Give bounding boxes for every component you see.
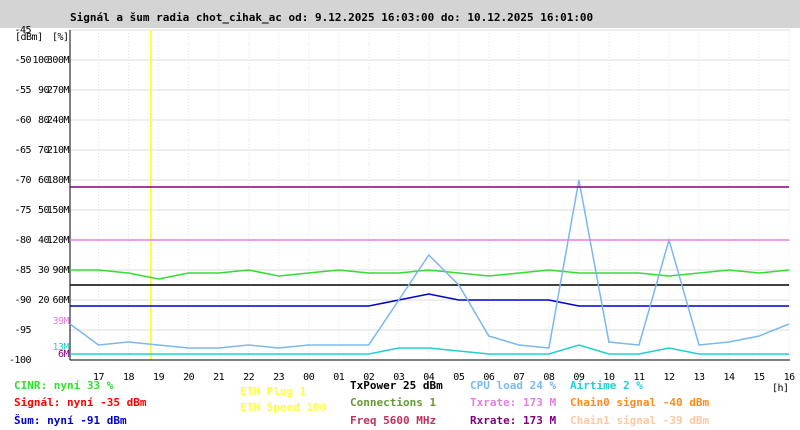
x-tick-label: 15: [754, 372, 766, 383]
x-tick-label: 13: [694, 372, 706, 383]
y-tick-label: -75: [14, 205, 31, 216]
legend-entry: Airtime 2 %: [570, 379, 643, 392]
x-tick-label: 14: [724, 372, 736, 383]
y3-tick-label: 300M: [47, 55, 70, 66]
legend-entry: Freq 5600 MHz: [350, 414, 436, 427]
x-tick-label: 20: [183, 372, 195, 383]
legend-entry: ETH Plug 1: [240, 385, 307, 398]
series-line: [69, 179, 790, 349]
x-tick-label: 11: [633, 372, 645, 383]
series-line: [70, 293, 790, 307]
legend-entry: CPU load 24 %: [470, 379, 556, 392]
y3-tick-label: 240M: [47, 115, 70, 126]
y-tick-label: -100: [9, 355, 32, 366]
y-tick-label: -70: [14, 175, 31, 186]
y2-tick-label: 50: [38, 205, 50, 216]
legend-entry: Connections 1: [350, 396, 436, 409]
x-tick-label: 19: [153, 372, 165, 383]
x-tick-label: 03: [393, 372, 405, 383]
y2-tick-label: 100: [32, 55, 49, 66]
x-unit: [h]: [772, 383, 789, 394]
y2-tick-label: 40: [38, 235, 50, 246]
x-tick-label: 21: [213, 372, 225, 383]
y-unit: [dBm]: [15, 32, 43, 43]
y3-tick-label: 150M: [47, 205, 70, 216]
y3-tick-label: 120M: [47, 235, 70, 246]
y-tick-label: -80: [14, 235, 31, 246]
x-tick-label: 01: [333, 372, 345, 383]
x-tick-label: 22: [243, 372, 255, 383]
axis-marker: 13M: [52, 342, 69, 353]
axis-marker: 6M: [58, 349, 70, 360]
y-tick-label: -95: [14, 325, 31, 336]
x-tick-label: 04: [423, 372, 435, 383]
y3-tick-label: 180M: [47, 175, 70, 186]
x-tick-label: 02: [363, 372, 375, 383]
legend-entry: Chain1 signal -39 dBm: [570, 414, 709, 427]
axis-marker: 39M: [52, 316, 69, 327]
x-tick-label: 07: [513, 372, 525, 383]
y-tick-label: -90: [14, 295, 31, 306]
legend-entry: CINR: nyní 33 %: [14, 379, 114, 392]
x-tick-label: 17: [93, 372, 105, 383]
y2-tick-label: 20: [38, 295, 50, 306]
x-tick-label: 10: [603, 372, 615, 383]
legend-entry: TxPower 25 dBm: [350, 379, 443, 392]
x-tick-label: 12: [663, 372, 675, 383]
y2-tick-label: 90: [38, 85, 50, 96]
x-tick-label: 00: [303, 372, 315, 383]
legend-entry: ETH Speed 100: [240, 401, 326, 414]
y2-unit: [%]: [52, 32, 69, 43]
legend-entry: Šum: nyní -91 dBm: [14, 414, 127, 427]
series-line: [70, 344, 790, 355]
y2-tick-label: 80: [38, 115, 50, 126]
series-line: [70, 269, 790, 280]
x-tick-label: 18: [123, 372, 135, 383]
x-tick-label: 16: [784, 372, 796, 383]
legend-entry: Txrate: 173 M: [470, 396, 556, 409]
y2-tick-label: 60: [38, 175, 50, 186]
legend-entry: Rxrate: 173 M: [470, 414, 556, 427]
y-tick-label: -65: [14, 145, 31, 156]
y-tick-label: -45: [14, 25, 31, 36]
header-band: [0, 0, 800, 28]
y-tick-label: -55: [14, 85, 31, 96]
y-tick-label: -85: [14, 265, 31, 276]
x-tick-label: 08: [543, 372, 555, 383]
y3-tick-label: 270M: [47, 85, 70, 96]
y2-tick-label: 70: [38, 145, 50, 156]
legend-entry: Chain0 signal -40 dBm: [570, 396, 709, 409]
chart-title: Signál a šum radia chot_cihak_ac od: 9.1…: [70, 11, 593, 24]
x-tick-label: 06: [483, 372, 495, 383]
y-tick-label: -50: [14, 55, 31, 66]
y2-tick-label: 30: [38, 265, 50, 276]
y3-tick-label: 60M: [52, 295, 69, 306]
legend-entry: Signál: nyní -35 dBm: [14, 396, 147, 409]
x-tick-label: 09: [573, 372, 585, 383]
y-tick-label: -60: [14, 115, 31, 126]
x-tick-label: 05: [453, 372, 465, 383]
y3-tick-label: 90M: [52, 265, 69, 276]
x-tick-label: 23: [273, 372, 285, 383]
y3-tick-label: 210M: [47, 145, 70, 156]
